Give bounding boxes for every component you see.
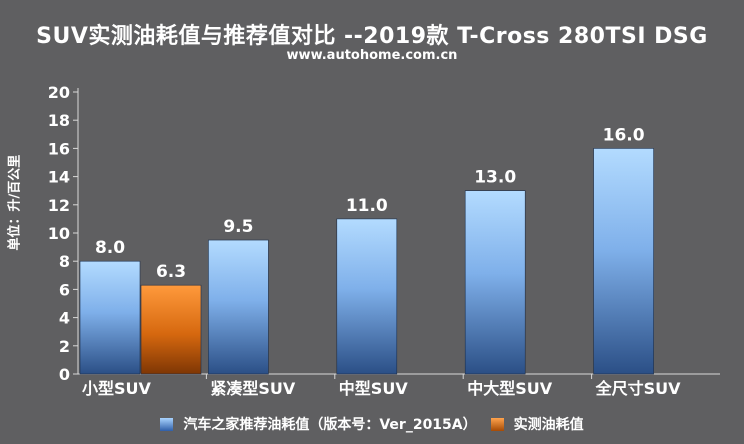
y-tick-label: 14 <box>48 168 70 187</box>
data-label: 13.0 <box>474 168 516 188</box>
y-tick-label: 10 <box>48 224 70 243</box>
legend-item-recommended: 汽车之家推荐油耗值（版本号：Ver_2015A） <box>160 414 477 434</box>
y-tick-label: 2 <box>59 337 70 356</box>
y-tick-label: 18 <box>48 111 70 130</box>
bar-recommended <box>593 148 654 375</box>
legend: 汽车之家推荐油耗值（版本号：Ver_2015A） 实测油耗值 <box>0 414 744 434</box>
legend-label-recommended: 汽车之家推荐油耗值（版本号：Ver_2015A） <box>183 417 477 433</box>
data-label: 9.5 <box>223 217 253 237</box>
x-tick-label: 中型SUV <box>339 379 409 398</box>
bar-recommended <box>79 260 141 375</box>
data-label: 11.0 <box>346 196 388 216</box>
y-tick-label: 20 <box>48 83 70 102</box>
chart-title: SUV实测油耗值与推荐值对比 --2019款 T-Cross 280TSI DS… <box>36 24 708 49</box>
y-tick-label: 12 <box>48 196 70 215</box>
x-tick-label: 中大型SUV <box>467 379 553 398</box>
legend-swatch-orange <box>490 417 504 431</box>
y-tick-label: 16 <box>48 139 70 158</box>
data-label: 8.0 <box>95 238 125 258</box>
legend-swatch-blue <box>160 417 174 431</box>
chart-subtitle: www.autohome.com.cn <box>286 48 458 63</box>
legend-label-measured: 实测油耗值 <box>513 417 584 433</box>
bar-recommended <box>464 190 526 375</box>
legend-item-measured: 实测油耗值 <box>490 414 584 434</box>
y-tick-label: 4 <box>59 309 70 328</box>
bar-recommended <box>208 239 269 375</box>
bar-measured <box>140 284 202 375</box>
x-tick-label: 全尺寸SUV <box>595 379 682 398</box>
y-tick-label: 6 <box>59 280 70 299</box>
y-tick-label: 8 <box>59 252 70 271</box>
x-tick-label: 紧凑型SUV <box>210 379 296 398</box>
y-tick-label: 0 <box>59 365 70 384</box>
data-label: 6.3 <box>156 262 186 282</box>
x-tick-label: 小型SUV <box>82 379 152 398</box>
bar-recommended <box>336 218 398 375</box>
data-label: 16.0 <box>603 125 645 145</box>
